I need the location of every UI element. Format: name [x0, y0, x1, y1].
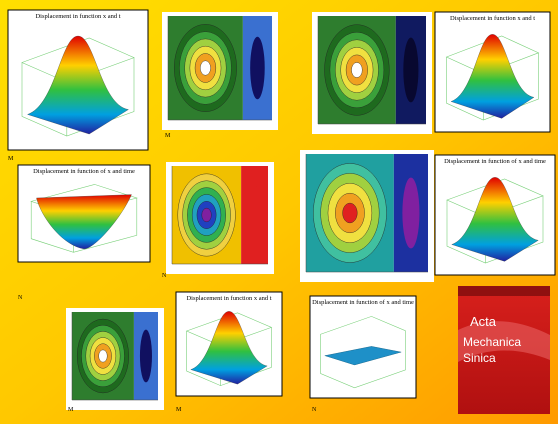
panel-label: N: [162, 273, 167, 279]
panel-label: N: [312, 407, 317, 413]
surface-plot: Displacement in function x and t: [434, 11, 551, 133]
journal-cover: Acta Mechanica Sinica: [458, 286, 550, 414]
contour-blob: [402, 177, 420, 249]
cover-swoosh: [458, 321, 550, 362]
contour-ring: [201, 207, 212, 223]
plot-frame: [309, 295, 417, 399]
cover-band: [458, 286, 550, 296]
plot-title: Displacement in function x and t: [450, 15, 535, 22]
plot-title: Displacement in function x and t: [35, 13, 120, 20]
wireframe-box: [320, 316, 406, 389]
contour-ring: [351, 62, 363, 78]
contour-blob: [403, 37, 419, 103]
cover-title: Sinica: [463, 351, 496, 365]
contour-plot: [300, 150, 434, 282]
contour-blob: [247, 185, 262, 245]
contour-ring: [342, 202, 358, 224]
surface: [36, 194, 132, 250]
contour-blob: [139, 329, 152, 383]
plot-title: Displacement in function of x and time: [444, 158, 546, 165]
surface-plot: Displacement in function of x and time: [309, 295, 417, 399]
panel-label: M: [165, 133, 171, 139]
panel-label: M: [176, 407, 182, 413]
contour-ring: [98, 349, 108, 363]
contour-plot: [166, 162, 274, 274]
surface: [324, 346, 402, 366]
contour-plot: [162, 12, 278, 130]
panel-label: M: [68, 407, 74, 413]
plot-title: Displacement in function of x and time: [312, 299, 414, 306]
plot-title: Displacement in function x and t: [186, 295, 271, 302]
contour-ring: [200, 60, 211, 76]
surface-plot: Displacement in function of x and time: [434, 154, 556, 276]
cover-title: Mechanica: [463, 335, 521, 349]
plot-title: Displacement in function of x and time: [33, 168, 135, 175]
panel-label: M: [8, 156, 14, 162]
cover-title: Acta: [470, 314, 497, 329]
contour-plot: [66, 308, 164, 410]
contour-blob: [250, 36, 265, 100]
surface-plot: Displacement in function x and t: [7, 9, 149, 151]
surface-plot: Displacement in function of x and time: [17, 164, 151, 263]
panel-label: N: [18, 295, 23, 301]
surface-plot: Displacement in function x and t: [175, 291, 283, 397]
contour-plot: [312, 12, 432, 134]
